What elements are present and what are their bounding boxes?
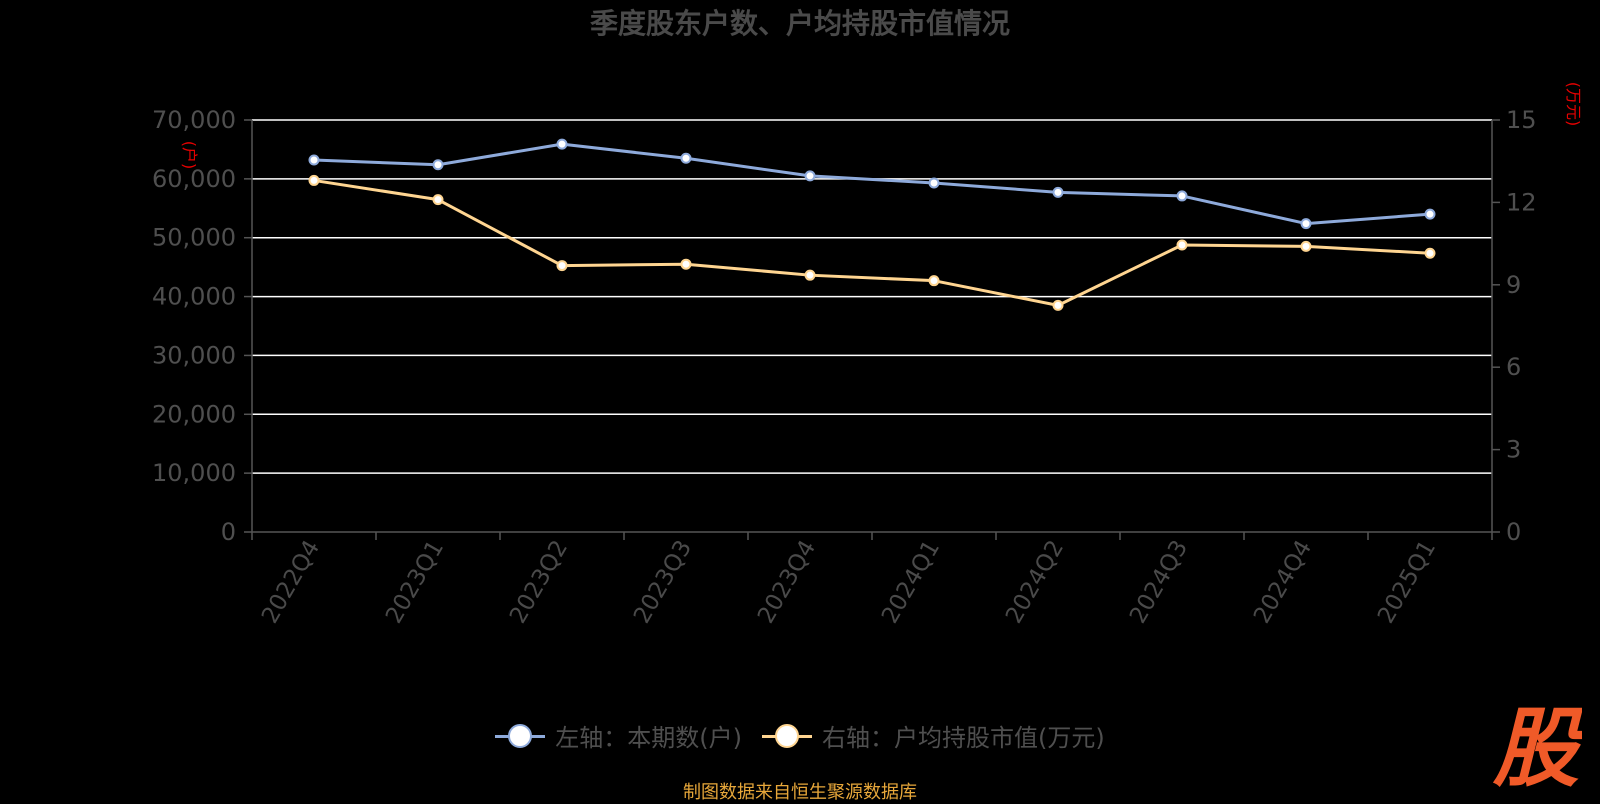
x-tick-label: 2023Q2 xyxy=(505,536,573,628)
data-point-left xyxy=(308,154,320,166)
x-tick-label: 2023Q4 xyxy=(753,536,821,628)
left-tick-label: 40,000 xyxy=(152,283,236,311)
data-point-left xyxy=(804,170,816,182)
data-point-right xyxy=(1052,299,1064,311)
left-tick-label: 20,000 xyxy=(152,400,236,428)
data-point-left xyxy=(1176,190,1188,202)
legend: 左轴：本期数(户) 右轴：户均持股市值(万元) xyxy=(0,718,1600,753)
data-point-left xyxy=(928,177,940,189)
left-axis-ticks: 0 10,000 20,000 30,000 40,000 50,000 60,000 70,… xyxy=(152,106,236,546)
x-tick-label: 2024Q3 xyxy=(1125,536,1193,628)
data-point-right xyxy=(556,260,568,272)
x-tick-label: 2023Q3 xyxy=(629,536,697,628)
x-tick-label: 2023Q1 xyxy=(381,536,449,628)
axes xyxy=(244,119,1500,540)
left-tick-label: 30,000 xyxy=(152,341,236,369)
data-point-left xyxy=(1052,186,1064,198)
legend-label-right: 右轴：户均持股市值(万元) xyxy=(822,724,1105,752)
legend-item-right[interactable]: 右轴：户均持股市值(万元) xyxy=(762,718,1105,753)
data-point-left xyxy=(1300,218,1312,230)
data-source-note: 制图数据来自恒生聚源数据库 xyxy=(683,782,917,803)
right-axis-unit: (万元) xyxy=(1564,82,1583,127)
x-tick-label: 2024Q1 xyxy=(877,536,945,628)
left-tick-label: 0 xyxy=(221,518,236,546)
data-point-right xyxy=(1300,240,1312,252)
data-point-right xyxy=(804,269,816,281)
right-tick-label: 0 xyxy=(1506,518,1521,546)
chart-title: 季度股东户数、户均持股市值情况 xyxy=(589,7,1010,40)
legend-item-left[interactable]: 左轴：本期数(户) xyxy=(495,718,742,753)
grid-lines xyxy=(252,119,1492,474)
x-tick-label: 2025Q1 xyxy=(1373,536,1441,628)
left-tick-label: 60,000 xyxy=(152,165,236,193)
x-tick-label: 2024Q4 xyxy=(1249,536,1317,628)
left-tick-label: 50,000 xyxy=(152,224,236,252)
x-tick-label: 2024Q2 xyxy=(1001,536,1069,628)
series-line-left xyxy=(313,142,1431,226)
logo-text: 股 xyxy=(1492,700,1582,792)
x-tick-label: 2022Q4 xyxy=(257,536,325,628)
right-tick-label: 9 xyxy=(1506,271,1521,299)
data-point-right xyxy=(680,258,692,270)
right-axis-ticks: 0 3 6 9 12 15 xyxy=(1506,106,1537,546)
data-point-right xyxy=(1424,247,1436,259)
legend-swatch-left xyxy=(495,722,546,750)
right-tick-label: 3 xyxy=(1506,436,1521,464)
data-point-left xyxy=(680,152,692,164)
series-line-right xyxy=(313,178,1431,307)
right-tick-label: 6 xyxy=(1506,353,1521,381)
data-point-left xyxy=(432,159,444,171)
data-point-left xyxy=(556,138,568,150)
left-tick-label: 10,000 xyxy=(152,459,236,487)
data-point-right xyxy=(308,174,320,186)
legend-swatch-right xyxy=(762,722,812,750)
logo: 股 xyxy=(1492,700,1582,792)
right-tick-label: 15 xyxy=(1506,106,1537,134)
data-point-right xyxy=(432,194,444,206)
x-axis-ticks: 2022Q4 2023Q1 2023Q2 2023Q3 2023Q4 2024Q1 2024… xyxy=(257,536,1441,628)
left-axis-unit: (户) xyxy=(180,141,199,170)
legend-label-left: 左轴：本期数(户) xyxy=(555,724,742,752)
data-point-right xyxy=(928,275,940,287)
data-point-right xyxy=(1176,239,1188,251)
right-tick-label: 12 xyxy=(1506,188,1537,216)
left-tick-label: 70,000 xyxy=(152,106,236,134)
data-point-left xyxy=(1424,208,1436,220)
series-layer xyxy=(308,138,1436,311)
